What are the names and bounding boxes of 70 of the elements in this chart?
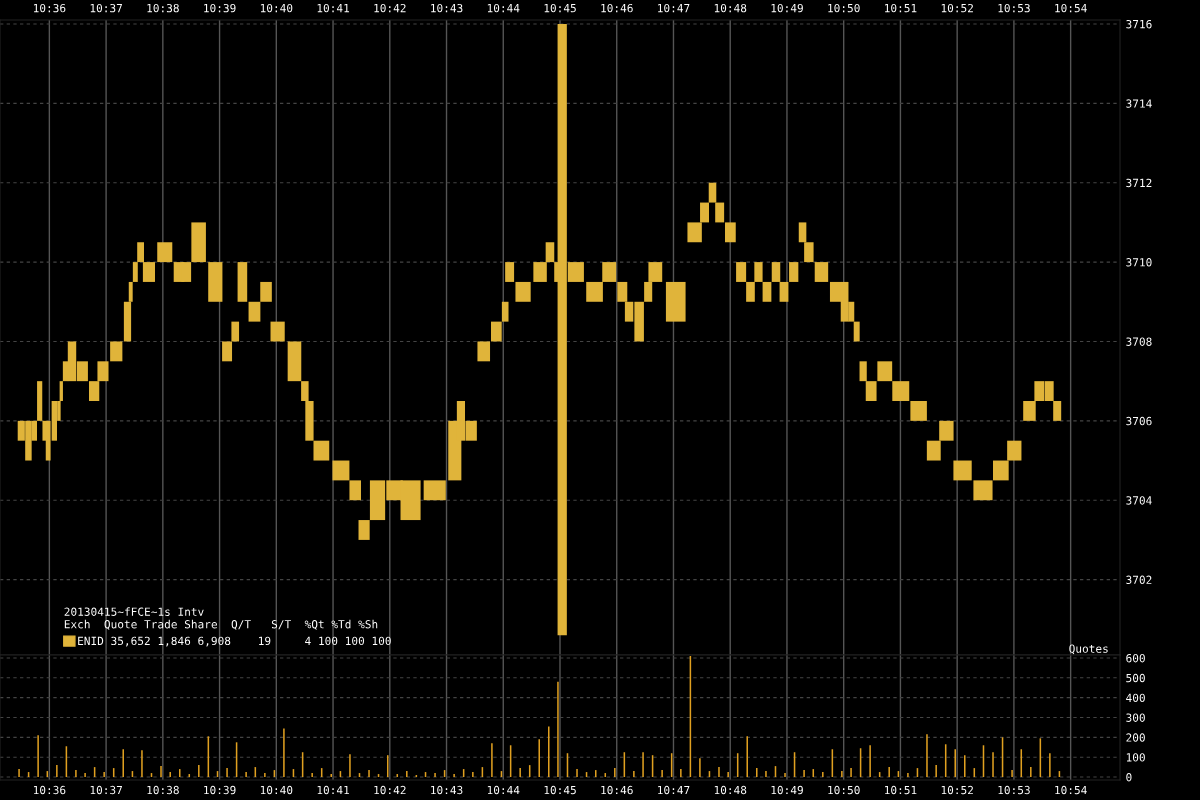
y-tick-label: 500 (1126, 673, 1145, 683)
y-tick-label: 300 (1126, 713, 1145, 722)
x-tick-label: 10:39 (204, 785, 236, 795)
x-tick-label: 10:41 (317, 785, 350, 795)
x-tick-label: 10:36 (33, 785, 66, 795)
x-tick-label: 10:48 (714, 785, 747, 795)
x-tick-label: 10:38 (147, 785, 179, 795)
x-tick-label: 10:39 (204, 3, 236, 13)
bar (505, 262, 515, 282)
y-tick-label: 3706 (1126, 416, 1152, 426)
x-tick-label: 10:45 (544, 785, 576, 795)
y-tick-label: 3702 (1126, 575, 1152, 584)
y-axis-title: Quotes (1069, 644, 1108, 655)
x-tick-label: 10:40 (260, 785, 293, 795)
bar (260, 281, 272, 302)
legend-title: 20130415~fFCE~1s Intv Exch Quote Trade Share Q/T S/T %Qt %Td %Sh (64, 607, 378, 630)
legend-label: ENID 35,652 1,846 6,908 19 4 100 100 100 (78, 636, 391, 647)
bar (110, 341, 123, 362)
y-tick-label: 3704 (1126, 496, 1152, 505)
x-tick-label: 10:40 (260, 3, 293, 13)
x-tick-label: 10:49 (771, 785, 803, 795)
x-tick-label: 10:41 (317, 3, 350, 13)
bar (248, 301, 261, 322)
x-tick-label: 10:37 (90, 3, 122, 13)
x-tick-label: 10:53 (998, 3, 1030, 13)
x-tick-label: 10:46 (601, 785, 633, 795)
x-tick-label: 10:51 (885, 785, 917, 795)
x-tick-label: 10:54 (1055, 785, 1087, 795)
bar (490, 321, 502, 342)
x-tick-label: 10:43 (431, 3, 463, 13)
x-tick-label: 10:37 (90, 785, 122, 795)
y-tick-label: 0 (1126, 773, 1132, 782)
y-tick-label: 200 (1126, 733, 1145, 742)
x-tick-label: 10:50 (828, 3, 860, 13)
y-tick-label: 3712 (1126, 178, 1152, 188)
x-tick-label: 10:51 (885, 3, 917, 13)
y-tick-label: 100 (1126, 753, 1145, 762)
x-tick-label: 10:50 (828, 785, 860, 795)
x-tick-label: 10:44 (487, 3, 520, 13)
x-tick-label: 10:42 (374, 3, 406, 13)
bar (349, 480, 362, 501)
bar (789, 262, 799, 282)
y-tick-label: 3716 (1126, 19, 1152, 29)
x-tick-label: 10:42 (374, 785, 406, 795)
y-tick-label: 3708 (1126, 337, 1152, 346)
x-tick-label: 10:47 (658, 3, 690, 13)
bar (725, 222, 736, 243)
x-tick-label: 10:38 (147, 3, 179, 13)
x-tick-label: 10:43 (431, 785, 463, 795)
y-tick-label: 3710 (1126, 258, 1152, 267)
x-tick-label: 10:52 (941, 3, 973, 13)
y-tick-label: 3714 (1126, 99, 1152, 108)
x-tick-label: 10:53 (998, 785, 1030, 795)
x-tick-label: 10:49 (771, 3, 803, 13)
x-tick-label: 10:44 (487, 785, 520, 795)
x-tick-label: 10:47 (658, 785, 690, 795)
bar (779, 281, 789, 302)
y-tick-label: 600 (1126, 653, 1145, 663)
bar (762, 281, 772, 302)
x-tick-label: 10:48 (714, 3, 747, 13)
bar (736, 262, 747, 282)
x-tick-label: 10:46 (601, 3, 633, 13)
x-tick-label: 10:45 (544, 3, 576, 13)
bar (771, 262, 781, 282)
x-tick-label: 10:54 (1055, 3, 1087, 13)
x-tick-label: 10:36 (33, 3, 66, 13)
x-tick-label: 10:52 (941, 785, 973, 795)
y-tick-label: 400 (1126, 693, 1145, 703)
bar (237, 262, 248, 302)
bar (358, 520, 370, 540)
